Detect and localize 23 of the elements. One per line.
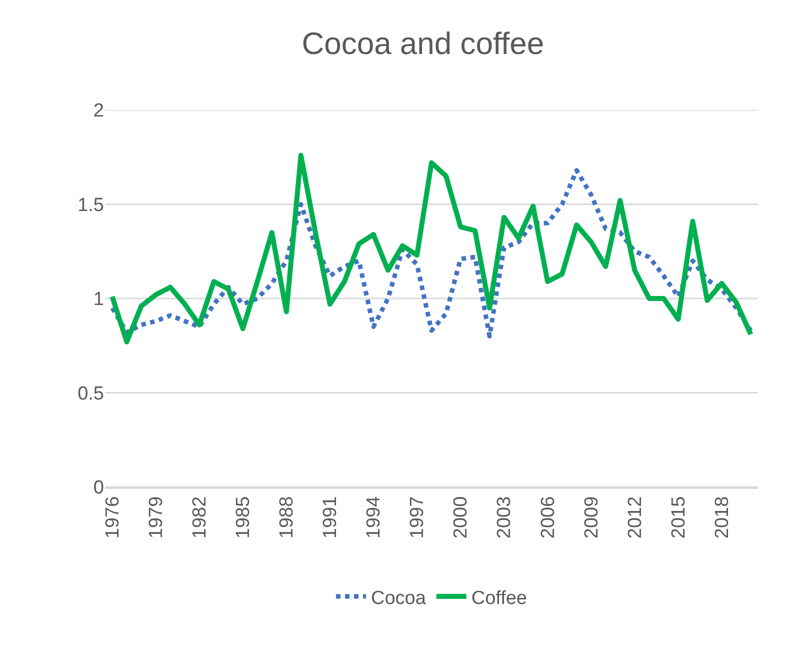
x-tick-label: 1985 [233,496,254,539]
x-tick-label: 1991 [320,496,342,539]
legend-label: Coffee [471,588,527,609]
legend-label: Cocoa [371,588,426,609]
y-tick-label: 1 [93,289,104,310]
y-tick-label: 1.5 [78,194,104,216]
x-tick-label: 1976 [102,496,124,539]
y-tick-label: 0.5 [78,383,104,404]
x-tick-label: 2009 [581,496,602,539]
x-tick-label: 2015 [668,496,690,539]
x-tick-label: 1988 [276,496,298,539]
x-tick-label: 1979 [146,496,167,539]
x-tick-label: 2000 [450,496,472,539]
x-tick-label: 2012 [624,496,646,539]
x-tick-label: 1994 [364,496,385,539]
x-tick-label: 1982 [189,496,210,539]
x-tick-label: 2003 [494,496,516,539]
y-tick-label: 2 [93,100,104,122]
x-tick-label: 1997 [407,496,428,539]
chart-title: Cocoa and coffee [302,26,544,62]
x-tick-label: 2006 [538,496,559,539]
y-tick-label: 0 [93,478,104,499]
x-tick-label: 2018 [712,496,733,539]
